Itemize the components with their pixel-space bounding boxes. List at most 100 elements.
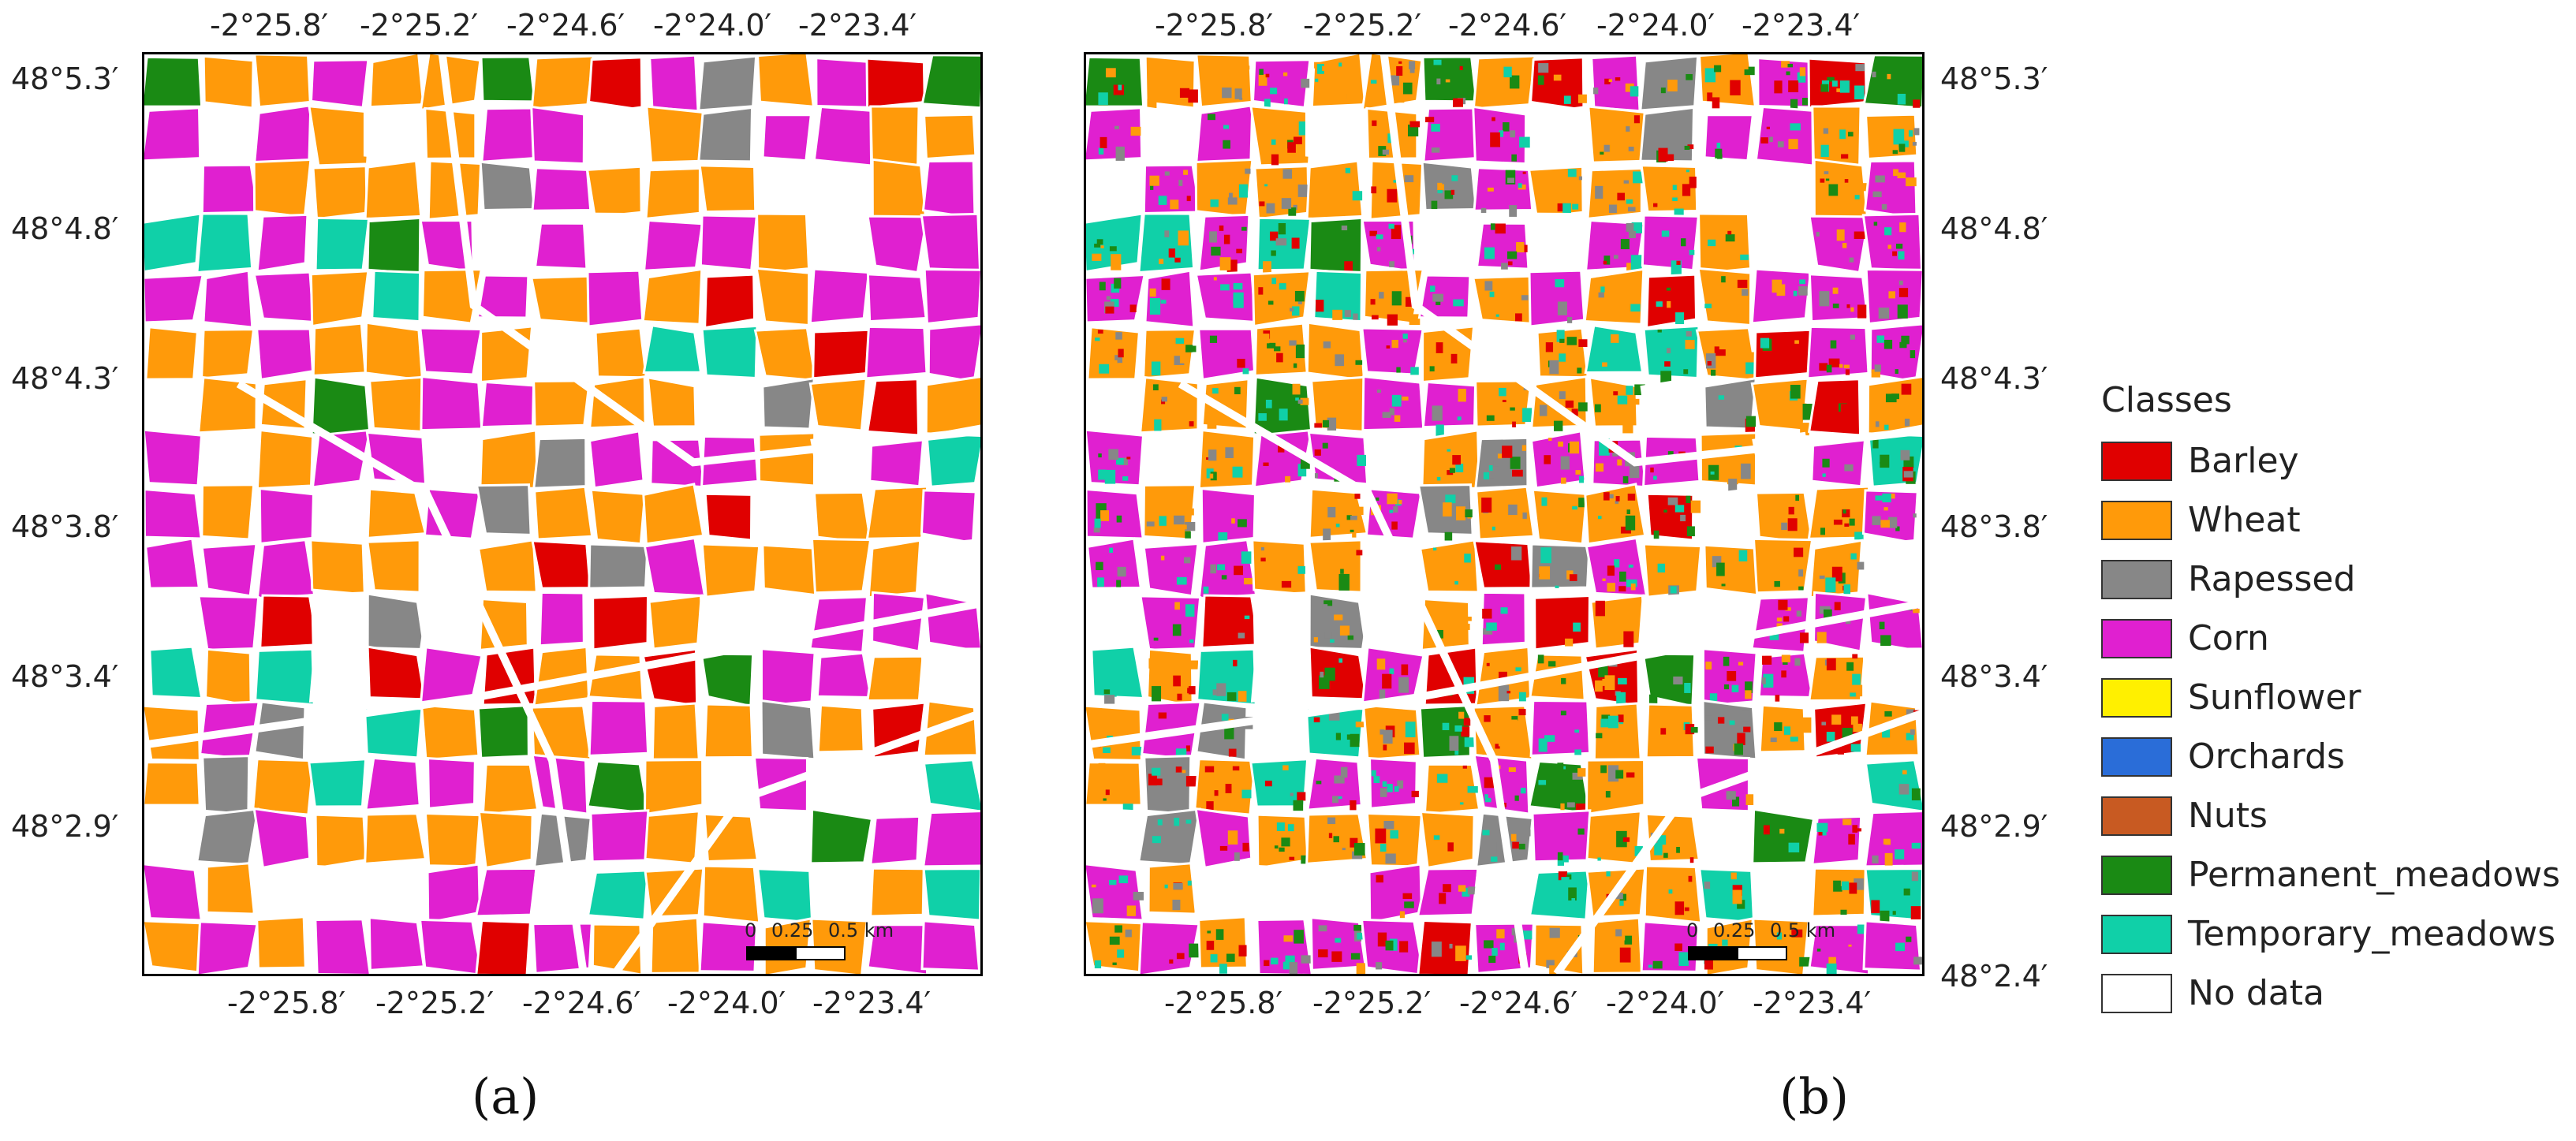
panel-label-a: (a) [472,1068,539,1125]
field-parcel [144,919,203,974]
classification-noise-patch [1880,454,1890,468]
classification-noise-patch [1621,935,1626,941]
classification-noise-patch [1630,255,1642,272]
classification-noise-patch [1484,777,1495,789]
classification-noise-patch [1460,561,1464,567]
field-parcel [200,328,256,380]
classification-noise-patch [1566,316,1573,323]
classification-noise-patch [1790,736,1798,742]
classification-noise-patch [1798,285,1808,296]
classification-noise-patch [1452,455,1462,465]
classification-noise-patch [1889,493,1895,499]
classification-noise-patch [1850,307,1854,312]
classification-noise-patch [1775,695,1780,702]
classification-noise-patch [1633,115,1640,124]
field-parcel [586,269,644,328]
map-panel-b[interactable] [1084,52,1925,976]
classification-noise-patch [1168,248,1176,258]
classification-noise-patch [1574,749,1581,755]
classification-noise-patch [1578,498,1585,508]
classification-noise-patch [1238,691,1247,702]
classification-noise-patch [1578,339,1588,347]
field-parcel [704,273,756,330]
classification-noise-patch [1505,556,1512,565]
classification-noise-patch [1568,887,1577,900]
map-panel-a[interactable] [142,52,983,976]
classification-noise-patch [1455,945,1466,961]
classification-noise-patch [1558,441,1563,447]
classification-noise-patch [1617,459,1622,466]
field-parcel [1528,269,1586,328]
classification-noise-patch [1106,296,1111,300]
classification-noise-patch [1454,749,1459,755]
classification-noise-patch [1563,95,1571,104]
classification-noise-patch [1515,313,1522,322]
classification-noise-patch [1818,128,1825,138]
field-parcel [258,487,315,546]
classification-noise-patch [1660,88,1666,94]
classification-noise-patch [1667,300,1671,308]
field-parcel [476,214,532,274]
classification-noise-patch [1282,765,1289,770]
classification-noise-patch [1281,580,1292,588]
classification-noise-patch [1158,196,1167,205]
classification-noise-patch [1172,624,1182,636]
field-parcel [699,214,758,272]
classification-noise-patch [1233,300,1238,304]
field-parcel [368,916,426,972]
classification-noise-patch [1376,962,1383,970]
classification-noise-patch [1370,299,1376,305]
scale-bar-b: 0 0.25 0.5 km [1686,919,1835,964]
field-parcel [1422,106,1477,163]
classification-noise-patch [1607,494,1614,499]
field-parcel [256,327,315,382]
scale-bar-black-segment [1688,946,1737,960]
field-parcel [531,539,592,590]
classification-noise-patch [1600,286,1605,293]
field-parcel [1863,159,1918,220]
field-parcel [1249,105,1314,167]
field-parcel [1587,105,1647,164]
classification-noise-patch [1906,936,1912,942]
classification-noise-patch [1294,930,1304,944]
field-parcel [1583,267,1645,326]
field-parcel [1592,702,1642,761]
road-line [236,380,588,974]
classification-noise-patch [1189,943,1199,958]
classification-noise-patch [1892,911,1896,915]
classification-noise-patch [1798,586,1804,591]
classification-noise-patch [1285,955,1295,963]
classification-noise-patch [1850,692,1856,697]
classification-noise-patch [1656,286,1663,293]
field-parcel [865,57,926,110]
classification-noise-patch [1213,277,1217,281]
classification-noise-patch [1663,509,1667,513]
classification-noise-patch [1164,230,1170,237]
classification-noise-patch [1764,714,1774,725]
field-parcel [1808,214,1871,274]
field-parcel [755,487,816,543]
classification-noise-patch [1239,184,1249,198]
classification-noise-patch [1843,364,1850,369]
classification-noise-patch [1125,929,1132,938]
road-line [144,599,980,749]
field-parcel [1142,542,1200,598]
field-parcel [866,214,929,274]
classification-noise-patch [1108,449,1118,461]
classification-noise-patch [1571,897,1575,903]
classification-noise-patch [1436,629,1443,639]
classification-noise-patch [1666,287,1671,291]
lat-tick-a: 48°4.8′ [11,211,119,246]
classification-noise-patch [1394,786,1399,792]
classification-noise-patch [1169,959,1174,964]
classification-noise-patch [1774,80,1783,94]
field-parcel [364,756,421,811]
classification-noise-patch [1425,709,1433,718]
classification-noise-patch [1726,791,1736,800]
classification-noise-patch [1626,772,1635,778]
classification-noise-patch [1607,583,1616,592]
classification-noise-patch [1314,62,1320,69]
classification-noise-patch [1322,604,1328,610]
classification-noise-patch [1786,71,1790,76]
classification-noise-patch [1778,599,1788,610]
